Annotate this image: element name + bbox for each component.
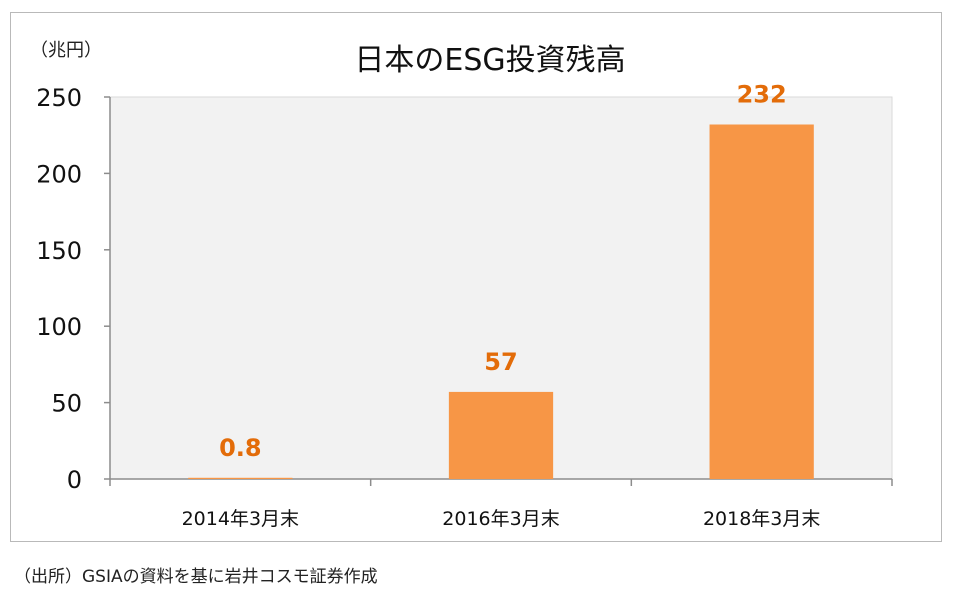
y-tick-label: 100 [36, 313, 82, 341]
bar [188, 477, 293, 479]
x-category-label: 2014年3月末 [182, 508, 299, 530]
bar-value-label: 57 [484, 348, 517, 376]
y-tick-label: 200 [36, 160, 82, 188]
bar [448, 391, 554, 479]
y-axis: 0 50 100 150 200 250 [36, 84, 111, 494]
y-unit-label: （兆円） [30, 40, 102, 61]
bar-value-label: 0.8 [219, 434, 262, 462]
bar [709, 124, 814, 479]
bar-value-label: 232 [737, 81, 787, 109]
chart-title: 日本のESG投資残高 [354, 43, 625, 78]
x-category-label: 2016年3月末 [442, 508, 559, 530]
bars: 0.8 57 232 [188, 81, 814, 479]
x-category-label: 2018年3月末 [703, 508, 820, 530]
source-note: （出所）GSIAの資料を基に岩井コスモ証券作成 [14, 567, 378, 587]
y-tick-label: 50 [51, 390, 82, 418]
y-tick-label: 250 [36, 84, 82, 112]
y-tick-label: 150 [36, 237, 82, 265]
x-axis: 2014年3月末 2016年3月末 2018年3月末 [109, 478, 893, 530]
y-tick-label: 0 [67, 466, 82, 494]
